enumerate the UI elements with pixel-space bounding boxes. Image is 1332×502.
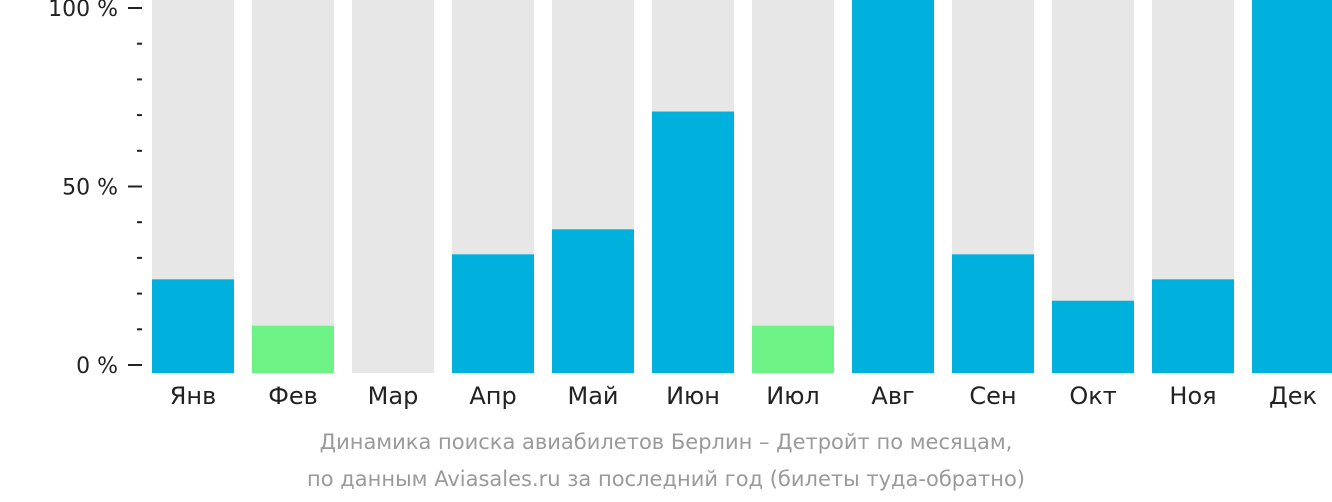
bar (252, 325, 334, 373)
bar (452, 254, 534, 373)
x-tick-label: Мар (368, 382, 419, 410)
x-tick-label: Фев (268, 382, 318, 410)
bar-track (752, 0, 834, 373)
bars (152, 0, 1332, 373)
bar (752, 325, 834, 373)
bar (552, 229, 634, 373)
x-tick-label: Янв (170, 382, 217, 410)
bar-track (252, 0, 334, 373)
x-tick-label: Июл (766, 382, 820, 410)
bar (152, 279, 234, 373)
y-tick-label: 100 % (48, 0, 118, 22)
bar (1052, 300, 1134, 373)
bar-track (352, 0, 434, 373)
x-tick-label: Дек (1269, 382, 1317, 410)
x-tick-label: Май (567, 382, 618, 410)
bar (652, 111, 734, 373)
y-axis: 0 % 50 % 100 % (48, 0, 142, 379)
x-tick-label: Окт (1069, 382, 1116, 410)
chart-caption-line-2: по данным Aviasales.ru за последний год … (307, 467, 1025, 491)
bar (852, 0, 934, 373)
x-tick-label: Авг (871, 382, 914, 410)
x-tick-label: Ноя (1169, 382, 1216, 410)
chart-caption-line-1: Динамика поиска авиабилетов Берлин – Дет… (319, 430, 1013, 454)
bar (952, 254, 1034, 373)
bar-chart: 0 % 50 % 100 % Янв Фев Мар Апр Май Июн Июл Авг Сен… (48, 0, 1332, 410)
bar (1252, 0, 1332, 373)
x-tick-label: Сен (969, 382, 1016, 410)
y-tick-label: 0 % (76, 354, 118, 379)
x-tick-label: Апр (469, 382, 516, 410)
x-tick-label: Июн (666, 382, 720, 410)
x-axis: Янв Фев Мар Апр Май Июн Июл Авг Сен Окт Ноя Дек (170, 382, 1317, 410)
bar (1152, 279, 1234, 373)
y-tick-label: 50 % (62, 176, 118, 201)
